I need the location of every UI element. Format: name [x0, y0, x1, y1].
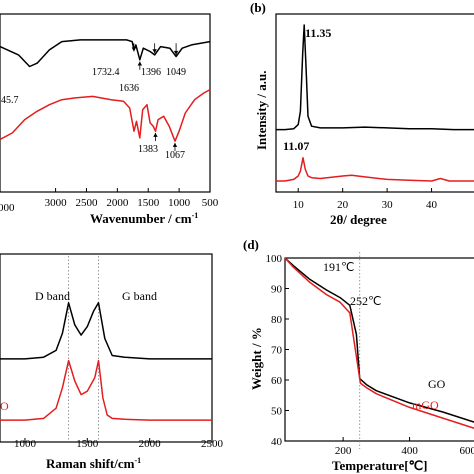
panel-b-y-axis-title: Intensity / a.u.: [254, 71, 269, 150]
panel-a-series-red-line: [0, 89, 211, 142]
panel-c-series-black-line: [0, 302, 212, 360]
panel-d-ticks: 200 400 600 40 50 60 70 80 90 100: [266, 253, 474, 457]
panel-a-annotation-1067: 1067: [165, 150, 185, 161]
panel-d-x-tick-label: 200: [335, 445, 352, 457]
panel-d-y-tick-label: 100: [266, 253, 283, 265]
panel-b-annotation-1107: 11.07: [283, 139, 309, 153]
panel-c-x-tick-label: 1500: [76, 438, 99, 450]
panel-a-annotation-arrows: [131, 43, 179, 152]
panel-b-letter: (b): [250, 0, 266, 15]
panel-a-x-tick-label: 3000: [45, 197, 68, 209]
panel-a-x-ticks: 3000 2500 2000 1500 1000 500: [45, 188, 219, 209]
panel-d-y-axis-title: Weight / %: [249, 327, 264, 390]
panel-c-series-red-line: [0, 359, 212, 421]
panel-c: 1000 1500 2000 2500 Raman shift/cm-1 D band…: [0, 253, 224, 471]
panel-a-series-black-line: [0, 39, 211, 68]
panel-d-y-tick-label: 40: [271, 436, 283, 448]
panel-b-x-tick-label: 10: [293, 199, 305, 211]
panel-a-x-tick-label: 500: [202, 197, 219, 209]
panel-b-x-tick-label: 20: [337, 199, 349, 211]
panel-a-x-tick-label: 1500: [137, 197, 160, 209]
panel-d-y-tick-label: 90: [271, 284, 283, 296]
panel-a-annotation-arrowhead: [153, 132, 158, 137]
panel-c-annotation-mgo: O: [0, 399, 9, 413]
panel-a-annotation-1383: 1383: [138, 144, 158, 155]
panel-b-x-tick-label: 30: [382, 199, 394, 211]
panel-c-frame: [0, 253, 213, 443]
panel-c-annotation-d-band: D band: [35, 289, 70, 303]
panel-a-x-tick-label: 2000: [106, 197, 129, 209]
panel-a-annotation-1636: 1636: [119, 83, 139, 94]
panel-d-x-tick-label: 400: [401, 445, 418, 457]
panel-c-x-tick-label: 1000: [14, 438, 37, 450]
panel-c-annotation-g-band: G band: [122, 289, 157, 303]
panel-a-x-axis-title: Wavenumber / cm-1: [90, 211, 198, 226]
panel-d-annotation-191: 191℃: [323, 260, 354, 274]
panel-a-annotation-1732: 1732.4: [92, 67, 120, 78]
panel-d-y-tick-label: 50: [271, 406, 283, 418]
panel-d-x-axis-title: Temperature[℃]: [332, 458, 427, 473]
panel-a-annotation-arrowhead: [137, 61, 143, 66]
panel-a-x-tick-label: 1000: [168, 197, 191, 209]
panel-b-x-ticks: 10 20 30 40: [293, 188, 438, 211]
panel-d-series-black-line: [284, 257, 474, 423]
panel-b: (b) 10 20 30 40 Intensity / a.u. 2θ/ degree…: [250, 0, 474, 227]
panel-a-annotation-1396: 1396: [141, 67, 161, 78]
panel-b-series: [276, 24, 474, 182]
panel-d-letter: (d): [243, 237, 259, 252]
panel-a-x-tick-label: 2500: [75, 197, 98, 209]
panel-c-series: [0, 302, 212, 421]
panel-a-annotation-arrowhead: [173, 50, 179, 55]
panel-a-annotation-arrowhead: [131, 47, 137, 52]
panel-a-annotation-arrowhead: [152, 49, 157, 54]
panel-c-guide-lines: [68, 256, 99, 440]
panel-d-legend-go: GO: [428, 377, 446, 391]
panel-a: 3000 2500 2000 1500 1000 500 000 Wavenumber /…: [0, 13, 219, 226]
panel-d-series-red-line: [284, 257, 474, 429]
panel-d-y-tick-label: 80: [271, 314, 283, 326]
panel-d-series: [284, 257, 474, 429]
panel-a-annotation-1049: 1049: [166, 67, 186, 78]
panel-a-annotation-3445: 45.7: [1, 95, 19, 106]
panel-b-frame: [275, 13, 474, 193]
panel-d-y-tick-label: 60: [271, 375, 283, 387]
panel-d-annotation-252: 252℃: [350, 294, 381, 308]
panel-b-annotation-1135: 11.35: [305, 26, 331, 40]
panel-c-x-ticks: 1000 1500 2000 2500: [14, 438, 224, 450]
panel-a-frame: [0, 13, 211, 193]
panel-b-series-red-line: [276, 157, 474, 182]
panel-d-legend-mgo: mGO: [412, 398, 439, 412]
panel-b-x-axis-title: 2θ/ degree: [330, 212, 387, 227]
panel-c-x-axis-title: Raman shift/cm-1: [46, 456, 141, 471]
panel-b-x-tick-label: 40: [426, 199, 438, 211]
panel-a-annotation-arrowhead: [172, 142, 178, 147]
panel-d-y-tick-label: 70: [271, 345, 283, 357]
panel-b-series-black-line: [276, 24, 474, 131]
panel-a-series: [0, 39, 211, 142]
panel-c-x-tick-label: 2500: [201, 438, 224, 450]
panel-a-tick-label-4000-fragment: 000: [0, 202, 15, 214]
panel-d-x-tick-label: 600: [460, 445, 474, 457]
panel-c-x-tick-label: 2000: [139, 438, 162, 450]
